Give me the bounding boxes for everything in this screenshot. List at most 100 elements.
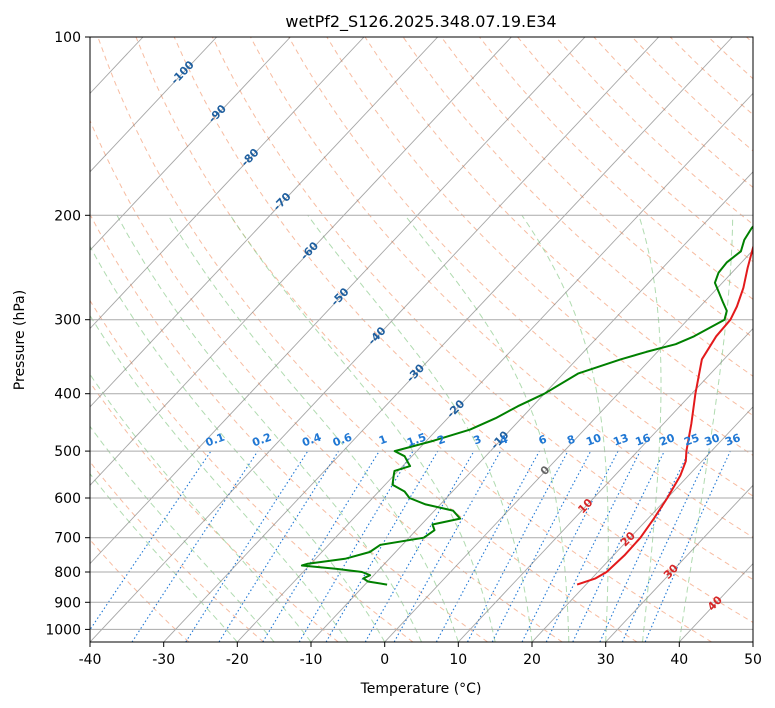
dry-adiabat [708,37,753,80]
mixing-ratio-line [435,450,540,642]
moist-adiabat [90,373,312,642]
x-tick-label: -40 [79,652,102,668]
x-tick-label: -20 [226,652,249,668]
series-lines [300,225,753,586]
dry-adiabat [97,37,638,642]
dry-adiabat [90,299,414,642]
mixing-ratio-line [262,450,380,642]
dry-adiabat [173,37,753,624]
mixing-ratio-label: 0.2 [251,431,274,450]
mixing-ratio-labels: 0.1 0.2 0.4 0.6 1 1.5 2 3 4 6 8 10 13 16 20 25 30 36 [204,430,743,449]
y-tick-label: 700 [54,531,81,547]
moist-adiabat [307,215,533,642]
mixing-ratio-line [572,450,665,642]
mixing-ratio-label: 20 [658,431,677,449]
dry-adiabat [90,119,563,642]
moist-adiabat [638,215,662,642]
isotherm [752,641,753,642]
mixing-ratio-line [131,450,259,642]
y-tick-label: 200 [54,208,81,224]
x-tick-label: -10 [300,652,323,668]
plot-area: -100-90-80-70-60-50-40-30-20-10010203040… [0,37,753,642]
x-tick-label: 0 [380,652,389,668]
mixing-ratio-label: 25 [682,431,701,448]
mixing-ratio-line [90,450,212,631]
mixing-ratio-line [545,450,641,642]
mixing-ratio-label: 1 [377,433,389,448]
mixing-ratio-line [467,450,569,642]
skewed-isotherms [0,37,753,642]
moist-adiabat [90,425,275,642]
dry-adiabat [364,37,753,417]
mixing-ratio-label: 2 [435,433,447,448]
isotherm [605,484,753,642]
isotherm [90,37,439,408]
y-tick-label: 500 [54,444,81,460]
mixing-ratio-line [491,450,592,642]
isotherm [457,327,753,642]
isotherm [90,37,512,486]
dry-adiabat [90,461,264,642]
dry-adiabat [326,37,753,457]
mixing-ratio-line [393,450,502,642]
mixing-ratio-label: 16 [634,431,653,449]
isotherm [90,37,218,173]
mixing-ratio-label: 13 [611,431,630,448]
moist-adiabat [404,214,570,642]
dry-adiabat [479,37,753,300]
isotherm [90,37,660,642]
dry-adiabat [135,37,712,642]
isotherm [384,249,753,642]
dewpoint-profile-line [300,225,753,586]
moist-adiabats [90,214,734,642]
y-tick-label: 100 [54,30,81,46]
x-tick-label: 40 [670,652,688,668]
mixing-ratio-line [599,450,690,642]
isotherm [236,92,753,642]
mixing-ratio-line [364,450,475,642]
dry-adiabats [90,37,753,642]
dry-adiabat [90,539,190,642]
isotherm [163,37,733,642]
moist-adiabat [521,215,609,642]
mixing-ratio-line [325,450,439,642]
mixing-ratio-label: 30 [703,431,722,449]
plot-frame [89,36,754,643]
dry-adiabat [211,37,753,581]
pressure-gridlines [90,37,753,630]
moist-adiabat [90,245,386,642]
mixing-ratio-label: 1.5 [405,431,428,450]
dry-adiabat [631,37,753,152]
dry-adiabat [402,37,753,377]
mixing-ratio-line [521,450,619,642]
x-tick-label: 20 [523,652,541,668]
y-tick-label: 900 [54,595,81,611]
y-axis-ticks: 100 200 300 400 500 600 700 800 900 1000 [45,30,90,638]
mixing-ratio-label: 3 [472,433,484,448]
mixing-ratio-label: 36 [723,431,742,449]
mixing-ratio-line [621,450,711,642]
x-tick-label: 50 [744,652,762,668]
moist-adiabat [678,215,734,642]
x-axis-title: Temperature (°C) [360,681,482,697]
isotherm [90,37,586,565]
dry-adiabat [90,213,488,642]
x-tick-label: 10 [449,652,467,668]
isotherm [0,37,69,642]
mixing-ratio-label: 0.1 [204,431,227,450]
mixing-ratio-label: 6 [537,432,549,447]
isotherm [90,37,365,330]
x-axis-ticks: -40 -30 -20 -10 0 10 20 30 40 50 [79,642,762,668]
temperature-profile-line [576,244,753,586]
moist-adiabat [167,215,459,642]
y-tick-label: 300 [54,313,81,329]
mixing-ratio-label: 8 [565,433,577,448]
mixing-ratio-line [185,450,309,642]
mixing-ratio-line [644,450,731,642]
mixing-ratio-label: 0.6 [331,430,354,449]
y-tick-label: 600 [54,491,81,507]
y-tick-label: 400 [54,387,81,403]
isotherm [531,406,753,642]
mixing-ratio-label: 4 [498,432,510,447]
